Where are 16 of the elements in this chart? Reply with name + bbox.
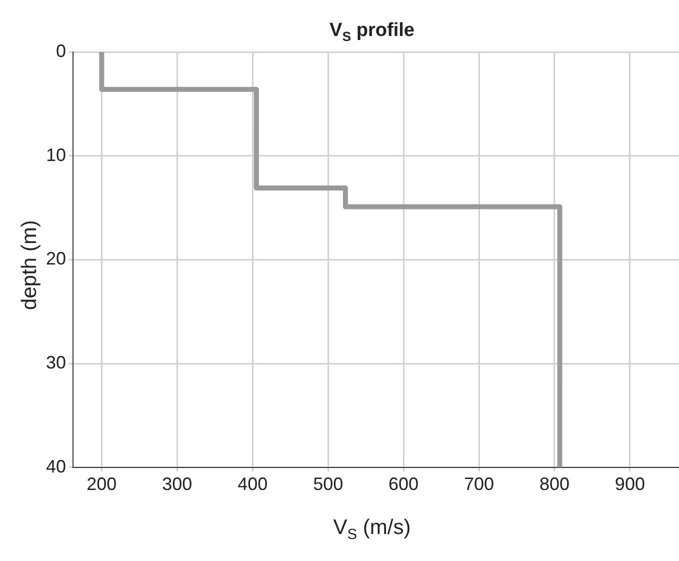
y-axis-title: depth (m) (18, 220, 42, 310)
x-tick-label: 500 (313, 474, 344, 494)
x-tick-label: 600 (388, 474, 419, 494)
x-tick-label: 400 (238, 474, 268, 494)
x-axis-title: V$_{S}$ (m/s) (332, 516, 412, 544)
y-tick-label: 20 (46, 248, 66, 269)
x-tick-label: 700 (464, 474, 494, 494)
y-tick-label: 10 (46, 144, 66, 165)
y-tick-label: 0 (56, 40, 66, 61)
x-tick-label: 200 (86, 474, 117, 494)
y-tick-label: 40 (46, 456, 66, 476)
y-tick-label: 30 (46, 352, 66, 373)
x-tick-label: 800 (539, 474, 570, 494)
x-tick-label: 900 (614, 474, 645, 494)
x-tick-label: 300 (162, 474, 192, 494)
chart-title: V$_{S}$ profile (328, 20, 416, 44)
